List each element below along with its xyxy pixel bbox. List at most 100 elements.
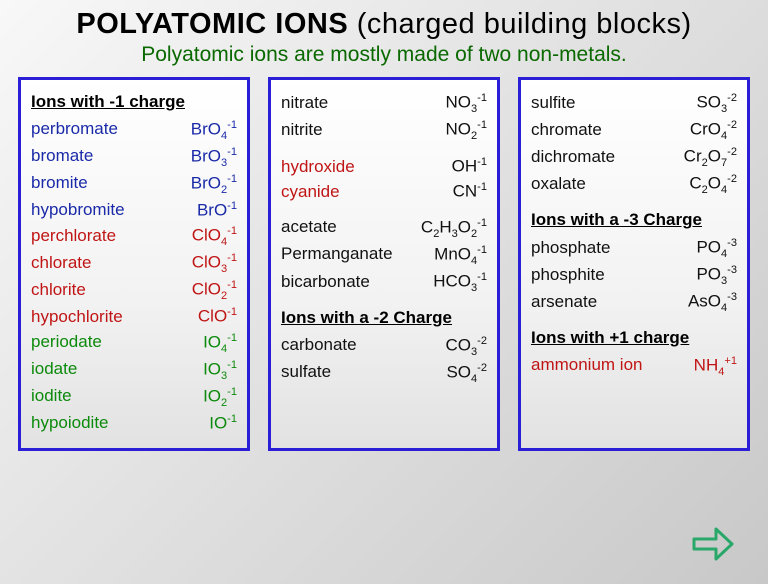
title-main: POLYATOMIC IONS — [76, 8, 356, 40]
ion-row: acetate C2H3O2-1 — [281, 215, 487, 242]
ion-formula: NO2-1 — [440, 117, 487, 144]
ion-row: dichromate Cr2O7-2 — [531, 144, 737, 171]
ion-row: hypoiodite IO-1 — [31, 411, 237, 436]
ion-name: hypochlorite — [31, 305, 123, 330]
ion-formula: BrO4-1 — [185, 117, 237, 144]
ion-formula: ClO2-1 — [186, 277, 237, 304]
ion-row: sulfite SO3-2 — [531, 90, 737, 117]
ion-name: cyanide — [281, 180, 340, 205]
ion-name: carbonate — [281, 333, 357, 358]
ion-name: nitrite — [281, 118, 323, 143]
ion-row: hypobromite BrO-1 — [31, 198, 237, 223]
ion-formula: ClO-1 — [192, 304, 237, 329]
ion-formula: C2H3O2-1 — [415, 215, 487, 242]
ion-formula: HCO3-1 — [427, 269, 487, 296]
ion-name: nitrate — [281, 91, 328, 116]
ion-formula: SO3-2 — [690, 90, 737, 117]
title-paren: (charged building blocks) — [357, 8, 692, 40]
ion-name: bicarbonate — [281, 270, 370, 295]
subtitle: Polyatomic ions are mostly made of two n… — [0, 43, 768, 67]
ion-name: oxalate — [531, 172, 586, 197]
ion-row: bromite BrO2-1 — [31, 171, 237, 198]
ion-name: bromite — [31, 171, 88, 196]
ion-row: bromate BrO3-1 — [31, 144, 237, 171]
ion-name: ammonium ion — [531, 353, 643, 378]
arrow-icon — [688, 523, 736, 565]
ion-formula: IO-1 — [203, 411, 237, 436]
section-header: Ions with +1 charge — [531, 326, 737, 351]
ion-row: nitrite NO2-1 — [281, 117, 487, 144]
ion-formula: BrO3-1 — [185, 144, 237, 171]
ion-name: dichromate — [531, 145, 615, 170]
ion-name: bromate — [31, 144, 93, 169]
ion-name: sulfite — [531, 91, 575, 116]
ion-formula: PO3-3 — [690, 262, 737, 289]
ion-name: iodite — [31, 384, 72, 409]
columns: Ions with -1 chargeperbromateBrO4-1broma… — [0, 67, 768, 451]
ion-name: iodate — [31, 357, 77, 382]
ion-formula: OH-1 — [446, 154, 487, 179]
ion-name: acetate — [281, 215, 337, 240]
ion-row: chlorate ClO3-1 — [31, 250, 237, 277]
page-title: POLYATOMIC IONS (charged building blocks… — [0, 8, 768, 41]
ion-formula: ClO3-1 — [186, 250, 237, 277]
ion-row: cyanide CN-1 — [281, 179, 487, 204]
ion-name: phosphite — [531, 263, 605, 288]
ion-row: Permanganate MnO4-1 — [281, 242, 487, 269]
ion-row: nitrate NO3-1 — [281, 90, 487, 117]
ion-row: perbromate BrO4-1 — [31, 117, 237, 144]
ion-row: perchlorate ClO4-1 — [31, 223, 237, 250]
next-arrow-button[interactable] — [688, 523, 736, 570]
section-header: Ions with a -2 Charge — [281, 306, 487, 331]
ion-formula: CO3-2 — [440, 333, 487, 360]
ion-formula: BrO-1 — [191, 198, 237, 223]
ion-name: hypobromite — [31, 198, 125, 223]
ion-name: hydroxide — [281, 155, 355, 180]
ion-row: chlorite ClO2-1 — [31, 277, 237, 304]
ion-name: perbromate — [31, 117, 118, 142]
ion-row: periodateIO4-1 — [31, 330, 237, 357]
ion-name: sulfate — [281, 360, 331, 385]
ion-formula: Cr2O7-2 — [678, 144, 737, 171]
ion-row: arsenate AsO4-3 — [531, 289, 737, 316]
ion-row: iodate IO3-1 — [31, 357, 237, 384]
section-header: Ions with -1 charge — [31, 90, 237, 115]
ion-row: bicarbonate HCO3-1 — [281, 269, 487, 296]
panel-right: sulfite SO3-2 chromate CrO4-2 dichromate Cr2O… — [518, 77, 750, 451]
ion-formula: MnO4-1 — [428, 242, 487, 269]
ion-formula: NO3-1 — [440, 90, 487, 117]
ion-formula: ClO4-1 — [186, 223, 237, 250]
ion-name: chromate — [531, 118, 602, 143]
ion-row: sulfate SO4-2 — [281, 360, 487, 387]
ion-row: carbonate CO3-2 — [281, 333, 487, 360]
ion-row: hydroxide OH-1 — [281, 154, 487, 179]
ion-name: perchlorate — [31, 224, 116, 249]
ion-name: periodate — [31, 330, 102, 355]
ion-row: phosphate PO4-3 — [531, 235, 737, 262]
ion-formula: SO4-2 — [440, 360, 487, 387]
panel-minus1: Ions with -1 chargeperbromateBrO4-1broma… — [18, 77, 250, 451]
ion-row: ammonium ion NH4+1 — [531, 353, 737, 380]
ion-row: hypochlorite ClO-1 — [31, 304, 237, 329]
panel-middle: nitrateNO3-1nitriteNO2-1hydroxideOH-1cya… — [268, 77, 500, 451]
ion-name: chlorite — [31, 278, 86, 303]
ion-name: Permanganate — [281, 242, 393, 267]
ion-row: iodite IO2-1 — [31, 384, 237, 411]
ion-name: arsenate — [531, 290, 597, 315]
ion-row: oxalate C2O4-2 — [531, 171, 737, 198]
ion-formula: CN-1 — [447, 179, 487, 204]
ion-formula: PO4-3 — [690, 235, 737, 262]
ion-name: chlorate — [31, 251, 91, 276]
ion-formula: AsO4-3 — [682, 289, 737, 316]
ion-row: phosphite PO3-3 — [531, 262, 737, 289]
ion-formula: IO3-1 — [197, 357, 237, 384]
ion-formula: IO2-1 — [197, 384, 237, 411]
ion-name: phosphate — [531, 236, 610, 261]
ion-formula: C2O4-2 — [683, 171, 737, 198]
ion-name: hypoiodite — [31, 411, 109, 436]
ion-formula: NH4+1 — [688, 353, 737, 380]
ion-formula: CrO4-2 — [684, 117, 737, 144]
section-header: Ions with a -3 Charge — [531, 208, 737, 233]
ion-row: chromate CrO4-2 — [531, 117, 737, 144]
ion-formula: BrO2-1 — [185, 171, 237, 198]
